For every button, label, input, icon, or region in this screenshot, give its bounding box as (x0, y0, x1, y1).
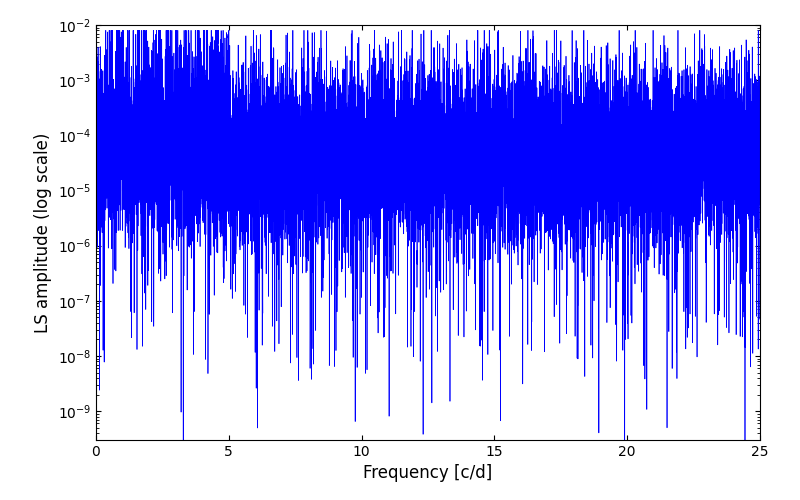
X-axis label: Frequency [c/d]: Frequency [c/d] (363, 464, 493, 482)
Y-axis label: LS amplitude (log scale): LS amplitude (log scale) (34, 132, 52, 332)
